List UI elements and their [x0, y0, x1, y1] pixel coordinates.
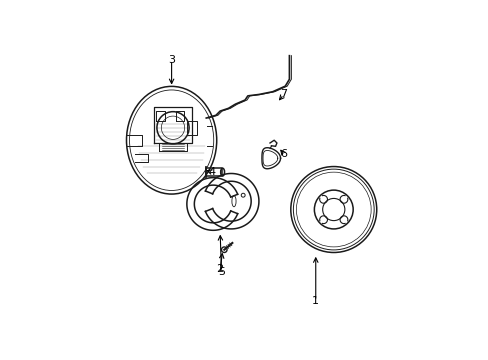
- Text: 4: 4: [208, 167, 215, 177]
- Text: 2: 2: [216, 264, 223, 274]
- Text: 6: 6: [280, 149, 287, 159]
- Text: 5: 5: [218, 267, 224, 277]
- Text: 1: 1: [312, 296, 319, 306]
- Text: 3: 3: [168, 55, 175, 65]
- Text: 7: 7: [280, 90, 287, 99]
